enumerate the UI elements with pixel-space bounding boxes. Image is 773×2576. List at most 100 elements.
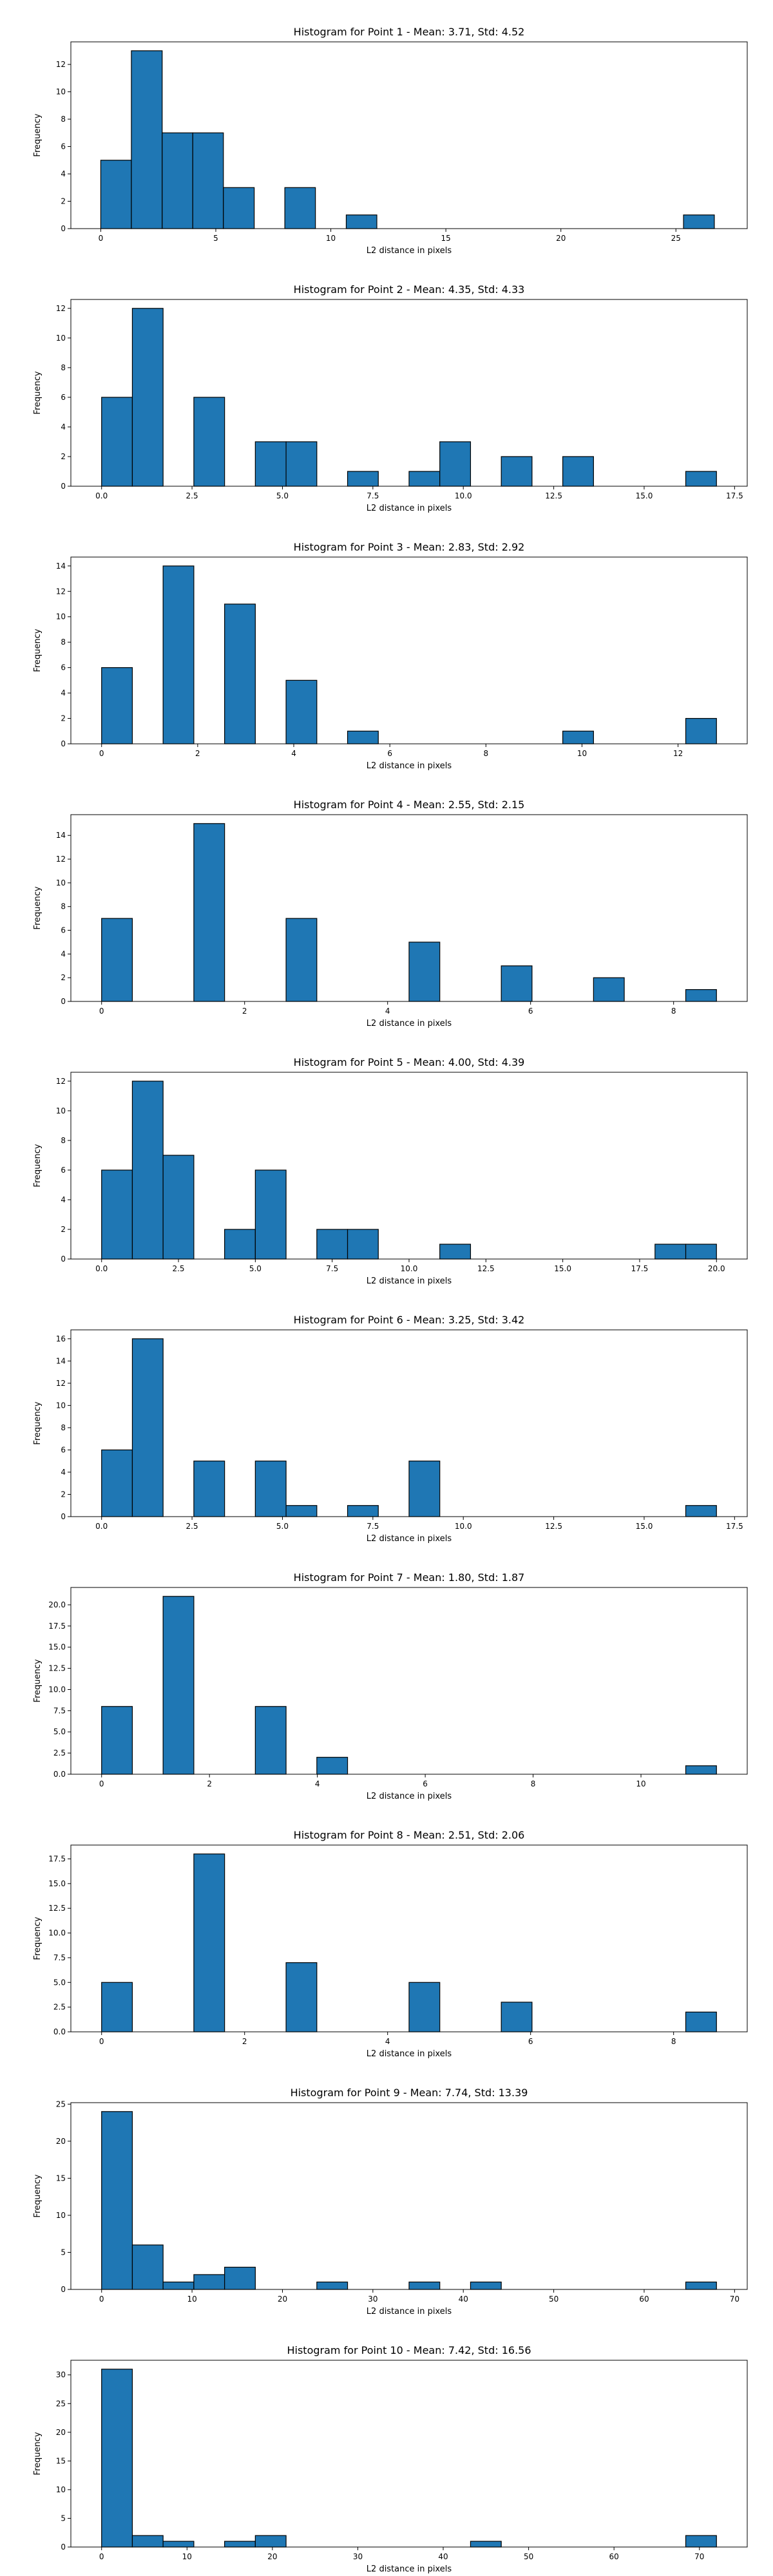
x-tick-label: 5	[213, 234, 218, 243]
histogram-bar	[593, 977, 625, 1002]
x-tick-label: 0.0	[95, 1522, 108, 1531]
y-tick-label: 12	[56, 587, 66, 596]
histogram-bar	[439, 1244, 472, 1260]
histogram-bar	[347, 730, 379, 744]
x-tick-label: 50	[549, 2295, 558, 2304]
histogram-bar	[347, 1505, 379, 1517]
chart-title: Histogram for Point 9 - Mean: 7.74, Std:…	[291, 2087, 528, 2099]
x-tick-label: 0	[99, 1779, 104, 1788]
x-tick-label: 12.5	[477, 1264, 495, 1273]
y-tick-label: 14	[56, 562, 66, 571]
histogram-bar	[131, 1081, 164, 1260]
y-axis-label: Frequency	[33, 1401, 43, 1444]
y-tick-label: 0	[61, 224, 66, 233]
histogram-bar	[685, 471, 717, 487]
chart-title: Histogram for Point 3 - Mean: 2.83, Std:…	[294, 541, 525, 553]
y-tick-label: 4	[61, 688, 66, 697]
histogram-bar	[347, 471, 379, 487]
x-tick-label: 7.5	[367, 491, 379, 500]
x-tick-label: 0	[99, 2037, 104, 2046]
y-tick-label: 15.0	[48, 1643, 66, 1652]
y-tick-label: 4	[61, 1195, 66, 1204]
y-tick-label: 0	[61, 1512, 66, 1521]
histogram-bar	[223, 187, 255, 229]
histogram-bar	[162, 1596, 195, 1775]
x-tick-label: 8	[671, 1007, 676, 1016]
chart-title: Histogram for Point 5 - Mean: 4.00, Std:…	[294, 1056, 525, 1068]
histogram-bar	[408, 1982, 441, 2032]
y-tick-label: 2	[61, 714, 66, 723]
x-tick-label: 8	[671, 2037, 676, 2046]
x-axis-label: L2 distance in pixels	[367, 2307, 452, 2316]
x-tick-label: 10	[187, 2295, 196, 2304]
histogram-bar	[685, 989, 717, 1002]
histogram-bar	[224, 603, 256, 744]
histogram-panel-1: Histogram for Point 1 - Mean: 3.71, Std:…	[33, 26, 748, 256]
histogram-bar	[562, 456, 594, 487]
y-tick-label: 10	[56, 2485, 66, 2494]
x-axis-label: L2 distance in pixels	[367, 246, 452, 256]
x-tick-label: 12	[673, 749, 683, 758]
histogram-bar	[685, 2535, 717, 2548]
x-axis-label: L2 distance in pixels	[367, 2049, 452, 2059]
chart-title: Histogram for Point 2 - Mean: 4.35, Std:…	[294, 283, 525, 296]
x-tick-label: 12.5	[545, 1522, 562, 1531]
y-tick-label: 2	[61, 452, 66, 461]
histogram-bar	[683, 214, 715, 229]
y-tick-label: 0	[61, 2543, 66, 2552]
y-tick-label: 8	[61, 638, 66, 647]
chart-title: Histogram for Point 6 - Mean: 3.25, Std:…	[294, 1314, 525, 1326]
histogram-bar	[101, 1449, 133, 1517]
chart-title: Histogram for Point 10 - Mean: 7.42, Std…	[287, 2344, 531, 2356]
plot-frame	[70, 299, 748, 487]
y-tick-label: 10	[56, 1401, 66, 1410]
histogram-bar	[100, 160, 132, 229]
histogram-bar	[101, 1706, 133, 1775]
histogram-bar	[131, 50, 163, 229]
x-tick-label: 10.0	[455, 491, 472, 500]
histogram-bar	[193, 1853, 225, 2032]
histogram-bar	[285, 1962, 318, 2032]
y-tick-label: 2.5	[53, 1748, 66, 1757]
y-tick-label: 10	[56, 88, 66, 97]
histogram-bar	[347, 1229, 379, 1260]
histogram-bar	[285, 918, 318, 1002]
y-tick-label: 8	[61, 1423, 66, 1432]
histogram-bar	[101, 2111, 133, 2290]
x-axis-label: L2 distance in pixels	[367, 1534, 452, 1544]
y-tick-label: 5.0	[53, 1727, 66, 1736]
x-tick-label: 7.5	[326, 1264, 338, 1273]
y-axis-label: Frequency	[33, 1917, 43, 1960]
x-tick-label: 7.5	[367, 1522, 379, 1531]
histogram-bar	[470, 2541, 502, 2548]
y-tick-label: 6	[61, 142, 66, 151]
y-tick-label: 8	[61, 363, 66, 372]
histogram-panel-3: Histogram for Point 3 - Mean: 2.83, Std:…	[33, 541, 748, 771]
histogram-bar	[254, 2535, 287, 2548]
x-tick-label: 15.0	[554, 1264, 571, 1273]
x-axis-label: L2 distance in pixels	[367, 1019, 452, 1028]
x-tick-label: 2.5	[186, 491, 198, 500]
x-tick-label: 40	[459, 2295, 468, 2304]
x-tick-label: 15.0	[636, 491, 653, 500]
y-tick-label: 2	[61, 1225, 66, 1234]
y-tick-label: 0	[61, 997, 66, 1006]
y-tick-label: 5	[61, 2514, 66, 2523]
x-axis-label: L2 distance in pixels	[367, 1792, 452, 1801]
histogram-bar	[685, 717, 717, 744]
y-tick-label: 15	[56, 2174, 66, 2183]
y-tick-label: 25	[56, 2099, 66, 2108]
x-tick-label: 8	[483, 749, 488, 758]
histogram-bar	[101, 397, 133, 487]
histogram-bar	[408, 471, 441, 487]
histogram-panel-8: Histogram for Point 8 - Mean: 2.51, Std:…	[33, 1829, 748, 2059]
x-axis-label: L2 distance in pixels	[367, 1276, 452, 1286]
y-tick-label: 14	[56, 1356, 66, 1365]
x-tick-label: 15	[441, 234, 451, 243]
y-tick-label: 10.0	[48, 1929, 66, 1938]
x-tick-label: 10	[577, 749, 587, 758]
y-tick-label: 8	[61, 115, 66, 124]
y-tick-label: 4	[61, 169, 66, 178]
y-tick-label: 12.5	[48, 1664, 66, 1673]
plot-frame	[70, 2102, 748, 2290]
